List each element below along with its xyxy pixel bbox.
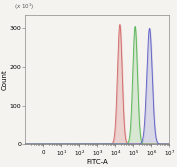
Y-axis label: Count: Count [2, 69, 8, 90]
X-axis label: FITC-A: FITC-A [87, 159, 108, 165]
Text: $(x\ 10^1)$: $(x\ 10^1)$ [14, 2, 34, 12]
